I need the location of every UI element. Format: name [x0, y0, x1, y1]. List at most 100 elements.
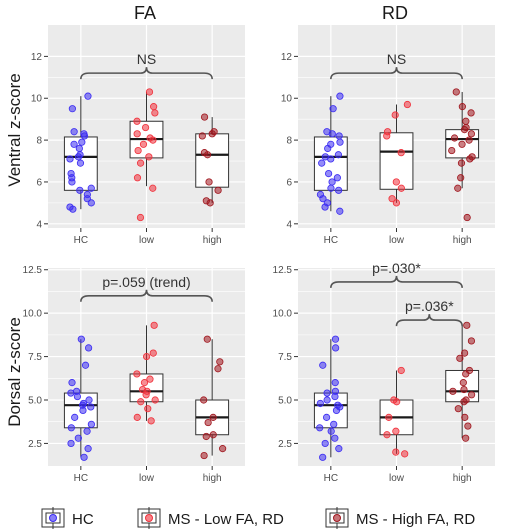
data-point-hc [85, 344, 93, 352]
data-point-low [392, 448, 400, 456]
data-point-hc [328, 130, 336, 138]
data-point-hc [323, 396, 331, 404]
data-point-low [383, 132, 391, 140]
data-point-low [136, 213, 145, 222]
significance-label: NS [137, 51, 156, 67]
row-title-ventral: Ventral z-score [5, 73, 24, 186]
data-point-hc [76, 159, 85, 167]
data-point-hc [327, 427, 335, 435]
y-tick-label: 10 [31, 94, 43, 105]
legend-label-low: MS - Low FA, RD [168, 511, 284, 528]
data-point-low [392, 178, 400, 186]
column-title-rd: RD [382, 3, 408, 23]
x-tick-label-low: low [389, 235, 405, 246]
y-tick-label: 12 [31, 52, 43, 63]
legend-marker-low [145, 514, 153, 522]
data-point-low [142, 352, 151, 361]
data-point-high [203, 335, 211, 343]
data-point-low [391, 111, 399, 119]
data-point-low [133, 370, 141, 378]
y-tick-label: 5.0 [278, 396, 292, 407]
data-point-high [461, 413, 469, 421]
data-point-high [461, 349, 469, 357]
data-point-hc [336, 207, 344, 215]
data-point-high [214, 365, 222, 373]
data-point-hc [334, 151, 343, 159]
y-tick-label: 2.5 [278, 439, 292, 450]
column-title-fa: FA [134, 3, 156, 23]
data-point-low [403, 100, 411, 109]
data-point-hc [331, 434, 339, 442]
data-point-hc [323, 389, 331, 397]
data-point-hc [325, 169, 333, 178]
data-point-hc [81, 361, 90, 369]
x-tick-label-low: low [389, 473, 405, 484]
data-point-low [141, 123, 150, 132]
significance-bracket [330, 275, 463, 288]
x-tick-label-hc: HC [74, 473, 88, 484]
data-point-hc [319, 195, 327, 203]
data-point-hc [332, 406, 341, 415]
data-point-hc [84, 92, 92, 100]
data-point-hc [74, 434, 82, 442]
panel-dorsal-fa: 2.5 5.0 7.5 10.0 12.5 HC low high p=.059 (trend) [23, 265, 245, 484]
data-point-low [140, 379, 149, 387]
data-point-high [203, 151, 212, 159]
data-point-hc [66, 155, 74, 163]
data-point-hc [73, 392, 82, 401]
data-point-hc [67, 439, 75, 448]
y-tick-label: 10 [281, 94, 293, 105]
data-point-high [450, 134, 459, 142]
data-point-hc [321, 439, 329, 448]
data-point-low [150, 103, 158, 111]
data-point-low [151, 396, 159, 404]
data-point-high [462, 117, 470, 125]
data-point-high [448, 146, 456, 155]
x-tick-label-hc: HC [324, 235, 338, 246]
data-point-low [139, 140, 148, 148]
data-point-high [467, 391, 476, 399]
y-tick-label: 2.5 [28, 439, 42, 450]
data-point-low [149, 136, 157, 144]
data-point-hc [321, 203, 329, 211]
data-point-high [452, 88, 460, 96]
y-tick-label: 10.0 [273, 309, 293, 320]
data-point-hc [331, 392, 339, 401]
panel-dorsal-rd: 2.5 5.0 7.5 10.0 12.5 HC low high p=.030* p=.036* [273, 260, 495, 484]
data-point-hc [328, 178, 336, 186]
x-tick-label-low: low [139, 235, 155, 246]
data-point-low [145, 88, 154, 96]
data-point-hc [330, 420, 338, 428]
data-point-high [200, 451, 208, 460]
y-tick-label: 7.5 [28, 352, 42, 363]
data-point-high [459, 379, 467, 387]
data-point-high [465, 136, 473, 144]
x-tick-label-low: low [139, 473, 155, 484]
data-point-hc [332, 344, 340, 352]
data-point-low [133, 117, 141, 125]
data-point-hc [84, 445, 92, 453]
data-point-high [458, 140, 466, 148]
data-point-low [388, 195, 396, 203]
y-tick-label: 6 [36, 177, 42, 188]
data-point-hc [329, 105, 337, 113]
legend-label-high: MS - High FA, RD [356, 511, 475, 528]
data-point-hc [79, 406, 87, 415]
data-point-hc [85, 396, 93, 404]
data-point-low [151, 109, 159, 117]
data-point-hc [68, 379, 76, 387]
data-point-hc [80, 453, 88, 461]
significance-label: p=.059 (trend) [102, 274, 190, 290]
data-point-high [209, 431, 217, 439]
data-point-low [146, 375, 154, 383]
y-tick-label: 4 [36, 219, 42, 230]
y-tick-label: 10.0 [23, 309, 43, 320]
data-point-high [200, 113, 209, 121]
x-tick-label-high: high [453, 235, 472, 246]
data-point-hc [87, 184, 95, 192]
data-point-high [449, 387, 457, 395]
data-point-high [208, 130, 216, 138]
x-tick-label-high: high [453, 473, 472, 484]
data-point-high [460, 385, 468, 394]
data-point-hc [327, 184, 335, 192]
